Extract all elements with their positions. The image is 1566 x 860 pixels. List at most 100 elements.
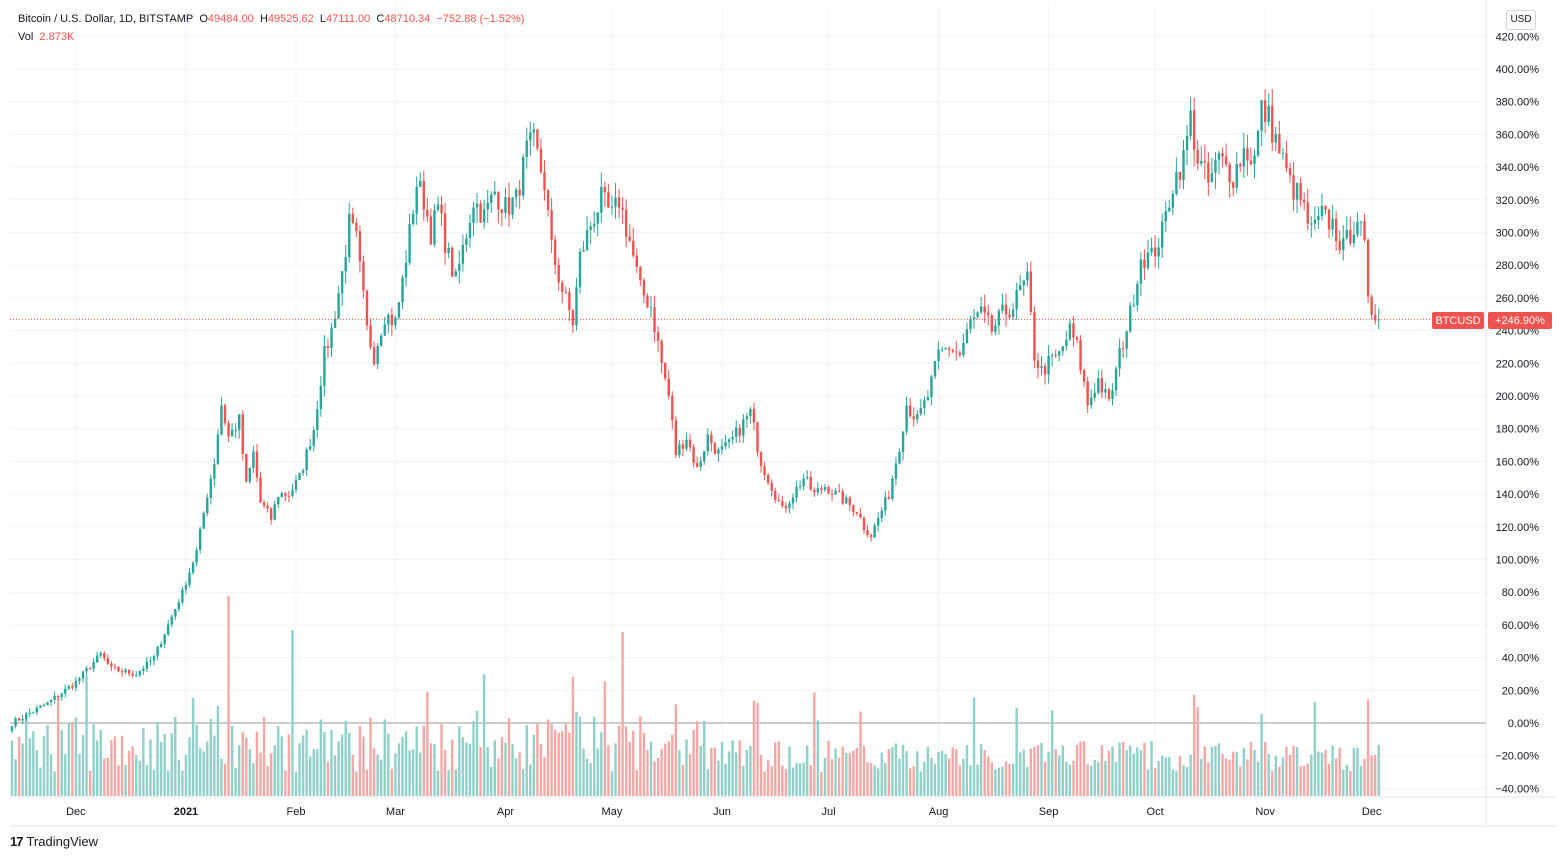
candle[interactable] [142,665,145,675]
candle[interactable] [1327,208,1331,239]
candle[interactable] [695,456,699,468]
candle[interactable] [845,494,848,504]
candle[interactable] [848,495,851,511]
candle[interactable] [781,495,784,509]
candle[interactable] [898,448,901,465]
candle[interactable] [1313,206,1317,231]
candle[interactable] [610,195,614,215]
candle[interactable] [522,154,525,200]
candle[interactable] [1129,301,1132,334]
candle[interactable] [415,176,418,225]
candle[interactable] [42,703,46,707]
candle[interactable] [1228,161,1231,199]
candle[interactable] [1320,193,1324,221]
candle[interactable] [138,670,141,678]
candle[interactable] [1274,126,1277,152]
candle[interactable] [291,484,294,498]
candle[interactable] [745,412,749,428]
candle[interactable] [1359,221,1363,237]
candle[interactable] [724,434,727,450]
candle[interactable] [717,447,720,462]
candle[interactable] [1185,124,1189,166]
candle[interactable] [1370,294,1373,320]
candle[interactable] [969,315,972,334]
candle[interactable] [1139,252,1143,297]
candle[interactable] [798,480,802,491]
candle[interactable] [919,398,922,417]
candle[interactable] [514,187,518,208]
candle[interactable] [294,474,298,494]
candle[interactable] [706,428,709,456]
candle[interactable] [106,654,110,666]
candle[interactable] [64,684,67,698]
candle[interactable] [475,193,479,223]
candle[interactable] [269,507,273,525]
candle[interactable] [1065,330,1068,351]
candle[interactable] [401,275,404,310]
candle[interactable] [635,248,638,274]
candle[interactable] [713,441,717,455]
candle[interactable] [759,451,763,473]
candle[interactable] [1224,143,1228,168]
candle[interactable] [454,268,457,277]
candle[interactable] [593,211,596,233]
candle[interactable] [1253,149,1256,179]
candle[interactable] [397,301,401,320]
candle[interactable] [770,479,773,497]
candle[interactable] [411,209,415,227]
candle[interactable] [1022,280,1025,296]
candle[interactable] [433,204,436,248]
time-axis[interactable]: Dec 2021 Feb Mar Apr May Jun Jul Aug Sep Oct Nov Dec [66,806,1382,818]
candle[interactable] [1040,355,1043,376]
candle[interactable] [600,172,603,223]
candle[interactable] [866,525,869,538]
candle[interactable] [642,277,646,303]
candle[interactable] [962,333,965,358]
candle[interactable] [529,121,532,156]
candle[interactable] [309,438,312,451]
candle[interactable] [92,658,95,672]
candle[interactable] [568,287,571,322]
candle[interactable] [78,676,81,685]
candle[interactable] [1267,93,1270,126]
candle[interactable] [671,391,674,430]
candle[interactable] [585,215,589,252]
candle[interactable] [1217,150,1221,175]
candle[interactable] [81,670,85,683]
candle[interactable] [277,496,280,508]
candle[interactable] [227,420,230,442]
candle[interactable] [791,493,795,510]
candle[interactable] [1050,352,1054,367]
candle[interactable] [1153,235,1157,268]
candle[interactable] [348,202,351,263]
candle[interactable] [869,533,873,542]
candle[interactable] [96,651,99,664]
candle[interactable] [1001,293,1004,314]
candle[interactable] [940,346,944,353]
candle[interactable] [408,213,411,266]
candle[interactable] [1086,376,1089,413]
candle[interactable] [646,293,649,309]
candle[interactable] [561,280,564,304]
candle[interactable] [877,512,880,532]
candle[interactable] [1374,304,1377,325]
candle[interactable] [795,480,798,503]
candle[interactable] [1136,280,1139,312]
candle[interactable] [14,716,17,729]
candle[interactable] [735,420,738,443]
candle[interactable] [933,360,937,380]
candle[interactable] [1168,199,1171,213]
candle[interactable] [1363,213,1366,243]
candle[interactable] [39,705,42,708]
candle[interactable] [1232,180,1235,197]
candle[interactable] [358,225,362,273]
candle[interactable] [493,181,496,196]
candle[interactable] [1334,211,1338,251]
candle[interactable] [1342,224,1345,261]
candle[interactable] [99,651,102,659]
candle[interactable] [518,179,521,209]
candle[interactable] [710,430,713,452]
candle[interactable] [578,248,582,294]
candle[interactable] [458,250,461,284]
candle[interactable] [490,191,493,214]
